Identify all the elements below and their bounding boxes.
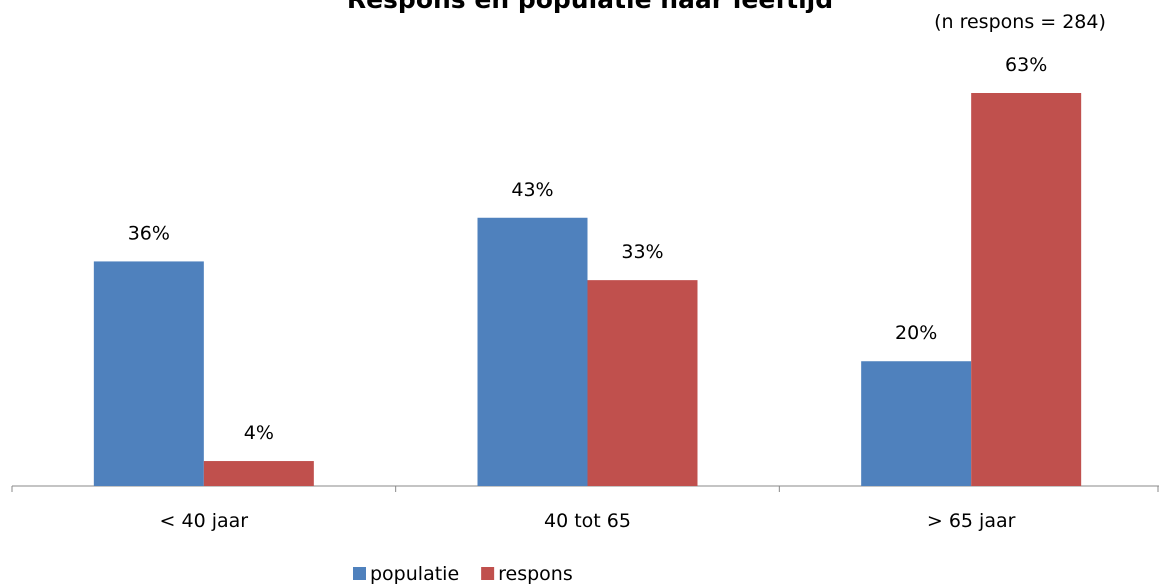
annotation: (n respons = 284) bbox=[934, 11, 1106, 33]
legend-swatch bbox=[353, 567, 366, 580]
chart-title: Respons en populatie naar leeftijd bbox=[347, 0, 833, 14]
bar bbox=[587, 280, 698, 486]
legend-swatch bbox=[481, 567, 495, 580]
x-tick-label: > 65 jaar bbox=[927, 510, 1016, 532]
x-tick-label: 40 tot 65 bbox=[544, 510, 631, 532]
data-label: 43% bbox=[511, 179, 553, 201]
legend-label: respons bbox=[498, 563, 573, 585]
data-label: 20% bbox=[895, 322, 937, 344]
data-label: 63% bbox=[1005, 54, 1047, 76]
x-tick-label: < 40 jaar bbox=[160, 510, 249, 532]
bar bbox=[861, 361, 972, 486]
data-label: 4% bbox=[244, 422, 274, 444]
data-label: 36% bbox=[128, 222, 170, 244]
data-label: 33% bbox=[621, 241, 663, 263]
bar bbox=[971, 93, 1082, 486]
legend-label: populatie bbox=[370, 563, 459, 585]
bar bbox=[203, 461, 314, 486]
bar bbox=[477, 217, 588, 486]
bar bbox=[93, 261, 204, 486]
